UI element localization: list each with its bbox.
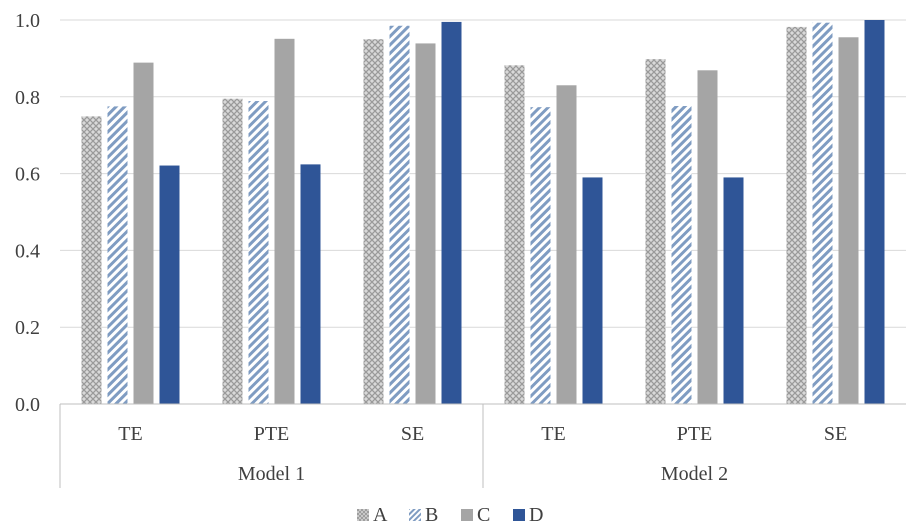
bar-c-te xyxy=(133,62,154,405)
bar-b-te xyxy=(107,106,128,405)
bar-a-te xyxy=(81,116,102,404)
x-category-label: TE xyxy=(541,423,565,445)
gridlines xyxy=(60,19,906,328)
legend-swatch-a xyxy=(357,509,369,521)
y-tick-label: 0.4 xyxy=(15,240,40,262)
legend-label-c: C xyxy=(477,504,490,526)
bar-a-te xyxy=(504,65,525,404)
bar-c-te xyxy=(556,85,577,404)
legend-label-a: A xyxy=(373,504,388,526)
bar-d-te xyxy=(159,165,180,404)
y-tick-label: 0.2 xyxy=(15,317,40,339)
legend: A B C D xyxy=(357,504,543,526)
bar-c-pte xyxy=(697,70,718,404)
x-category-label: SE xyxy=(824,423,847,445)
legend-label-b: B xyxy=(425,504,438,526)
legend-swatch-d xyxy=(513,509,525,521)
bar-d-te xyxy=(582,177,603,404)
x-category-label: PTE xyxy=(677,423,713,445)
bar-d-se xyxy=(441,21,462,404)
bar-c-se xyxy=(415,43,436,404)
x-category-label: SE xyxy=(401,423,424,445)
legend-swatch-c xyxy=(461,509,473,521)
y-tick-label: 0.0 xyxy=(15,394,40,416)
x-group-label: Model 1 xyxy=(238,463,305,485)
bar-a-se xyxy=(786,26,807,405)
y-tick-label: 0.6 xyxy=(15,164,40,186)
bar-d-pte xyxy=(300,164,321,404)
x-category-label: PTE xyxy=(254,423,290,445)
x-group-label: Model 2 xyxy=(661,463,728,485)
y-tick-label: 0.8 xyxy=(15,87,40,109)
bar-b-pte xyxy=(248,101,269,405)
bar-b-se xyxy=(389,25,410,404)
y-tick-label: 1.0 xyxy=(15,10,40,32)
bar-c-se xyxy=(838,37,859,404)
bar-b-pte xyxy=(671,106,692,405)
bar-d-se xyxy=(864,20,885,404)
x-axis-category-labels: TE PTE SE TE PTE SE xyxy=(118,423,847,445)
bar-b-te xyxy=(530,107,551,404)
bar-a-pte xyxy=(645,59,666,404)
bar-a-se xyxy=(363,39,384,404)
legend-label-d: D xyxy=(529,504,543,526)
x-category-label: TE xyxy=(118,423,142,445)
bars xyxy=(81,20,885,405)
x-axis-group-labels: Model 1 Model 2 xyxy=(59,404,728,488)
bar-b-se xyxy=(812,22,833,405)
bar-a-pte xyxy=(222,98,243,404)
bar-c-pte xyxy=(274,38,295,404)
legend-swatch-b xyxy=(409,509,421,521)
bar-d-pte xyxy=(723,177,744,404)
y-axis-tick-labels: 0.0 0.2 0.4 0.6 0.8 1.0 xyxy=(15,10,40,416)
